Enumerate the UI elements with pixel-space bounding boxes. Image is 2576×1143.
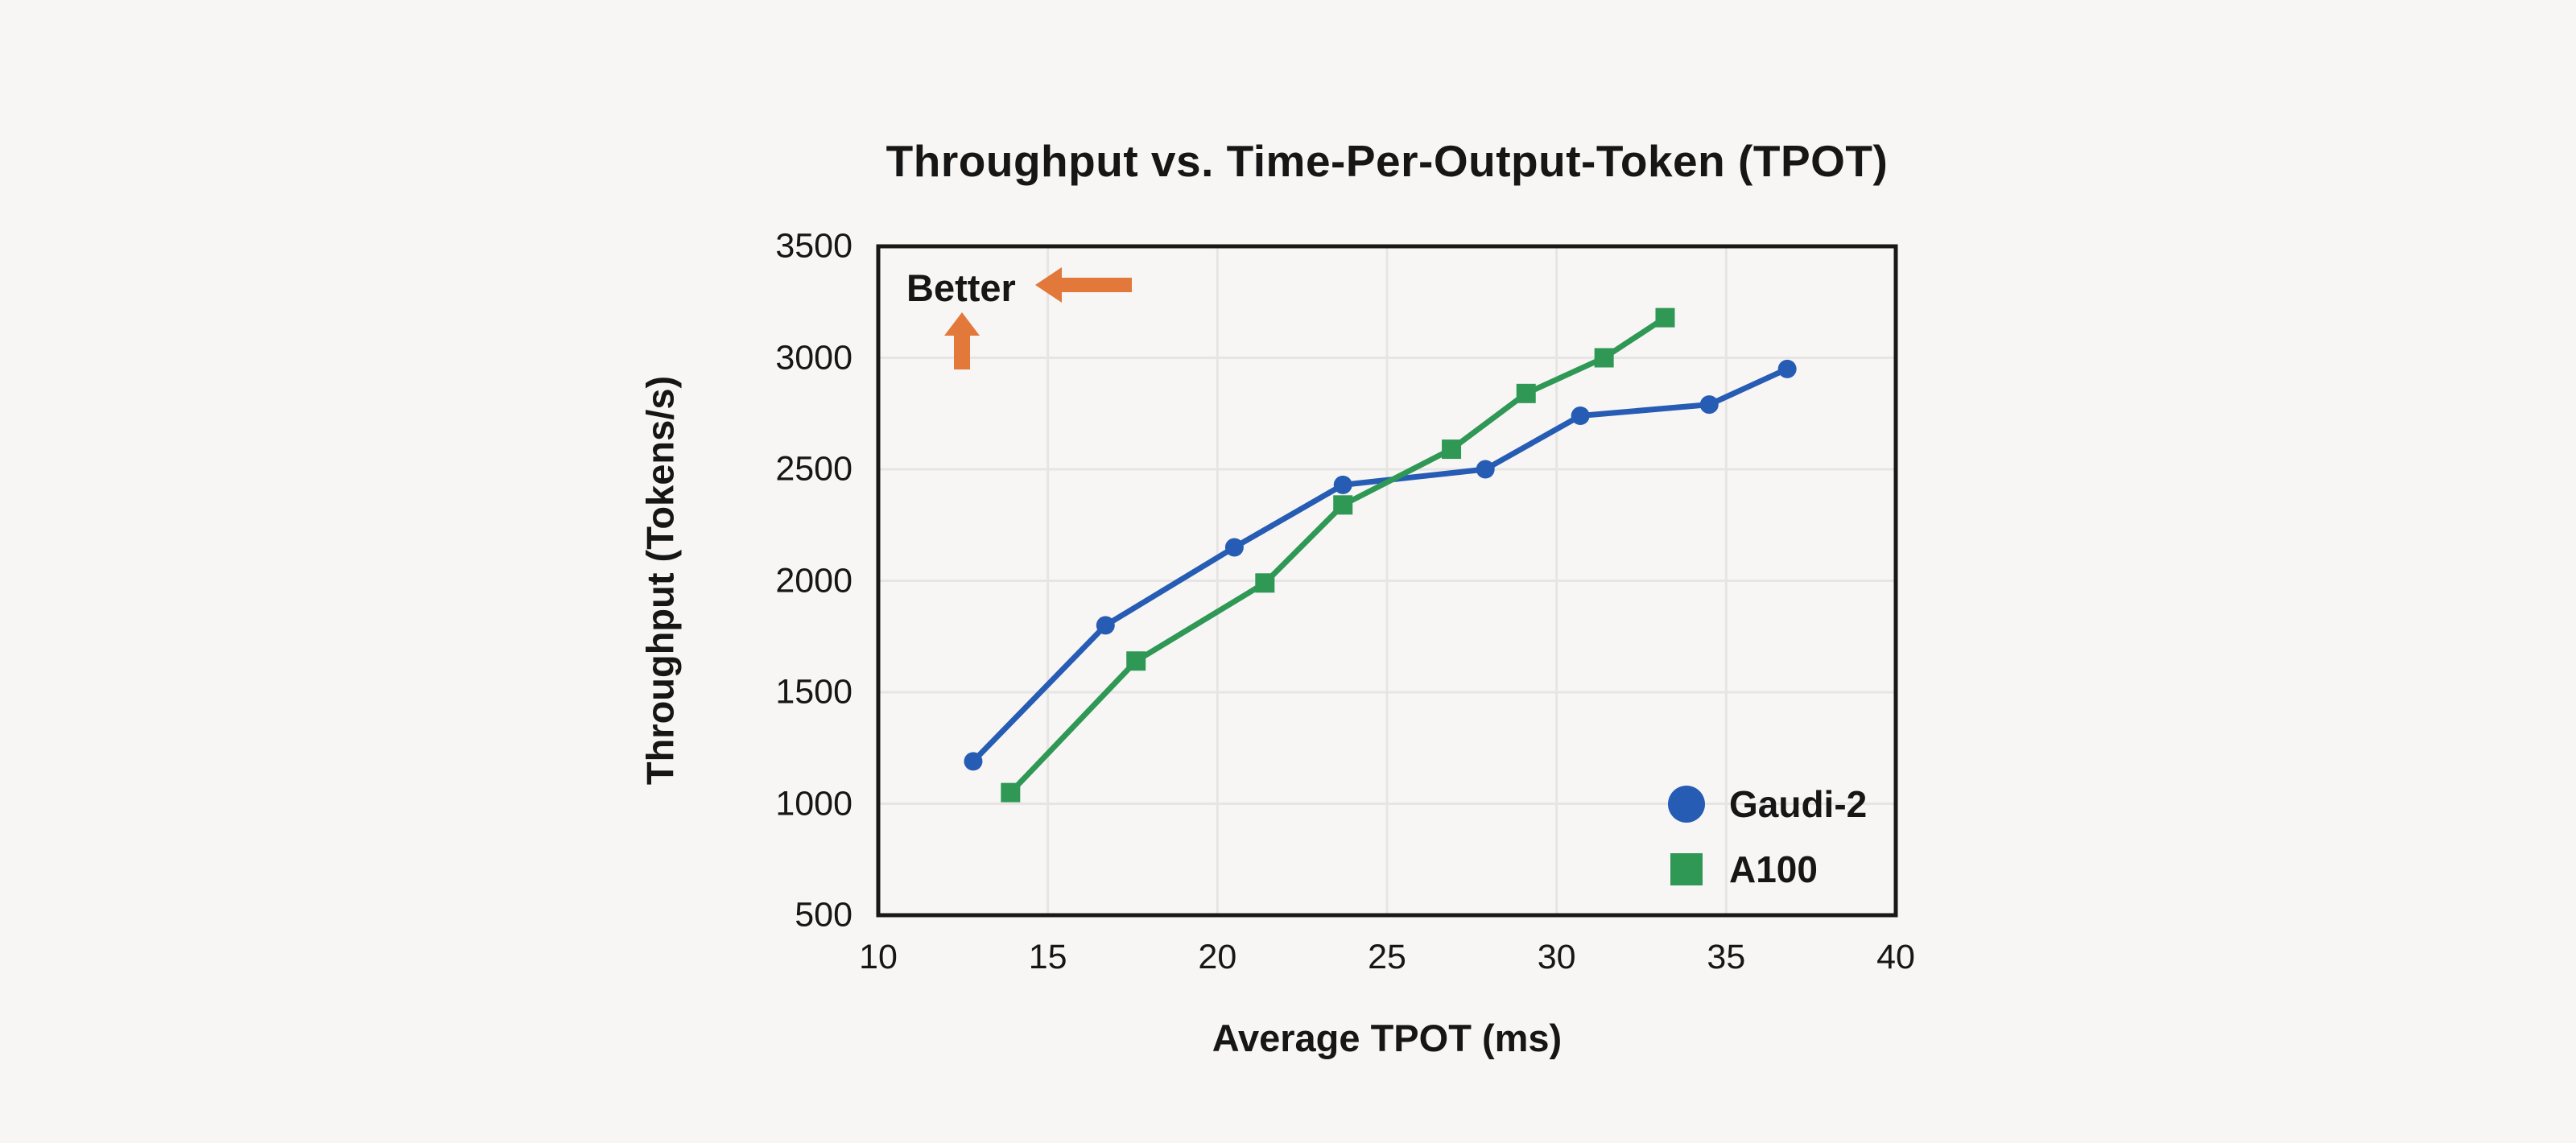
data-point-a100 [1333,495,1353,515]
data-point-gaudi-2 [1096,616,1115,635]
gaudi-2-circle-marker-icon [1668,786,1705,823]
plot-border [876,244,1898,918]
series-line-a100 [1007,315,1668,796]
y-tick-label: 3500 [775,226,852,266]
chart-legend: Gaudi-2 A100 [1668,782,1867,891]
a100-square-marker-icon [1670,853,1703,885]
y-tick-label: 3000 [775,338,852,377]
x-axis-title: Average TPOT (ms) [1212,1017,1563,1059]
data-point-a100 [1594,348,1614,368]
better-annotation-label: Better [906,266,1016,309]
x-tick-label: 40 [1876,938,1915,976]
data-point-gaudi-2 [1571,406,1590,426]
y-tick-label: 500 [795,895,852,935]
data-point-gaudi-2 [1699,395,1719,415]
legend-item-gaudi-2: Gaudi-2 [1668,782,1867,826]
x-tick-label: 15 [1028,938,1067,976]
chart-title: Throughput vs. Time-Per-Output-Token (TP… [886,136,1889,186]
data-point-a100 [1255,573,1275,593]
data-point-gaudi-2 [1476,460,1495,479]
data-point-a100 [1001,782,1021,803]
better-left-arrow-icon [1035,267,1132,303]
y-tick-label: 2500 [775,449,852,489]
better-up-arrow-icon [944,312,980,369]
legend-label-gaudi-2: Gaudi-2 [1729,783,1868,825]
data-point-a100 [1442,439,1462,460]
x-tick-label: 10 [859,938,898,976]
data-point-a100 [1655,307,1675,328]
legend-item-a100: A100 [1668,848,1867,891]
x-tick-label: 25 [1368,938,1406,976]
data-point-gaudi-2 [1224,538,1244,557]
data-point-gaudi-2 [1777,359,1797,378]
series-line-gaudi-2 [970,365,1790,765]
data-point-a100 [1516,383,1536,403]
data-point-gaudi-2 [964,752,983,771]
data-point-a100 [1126,651,1146,671]
data-point-gaudi-2 [1333,475,1352,494]
x-tick-label: 30 [1537,938,1576,976]
y-tick-label: 1000 [775,784,852,823]
x-tick-label: 35 [1707,938,1746,976]
x-tick-label: 20 [1198,938,1237,976]
legend-label-a100: A100 [1729,848,1818,890]
y-tick-label: 2000 [775,561,852,600]
y-tick-label: 1500 [775,672,852,712]
